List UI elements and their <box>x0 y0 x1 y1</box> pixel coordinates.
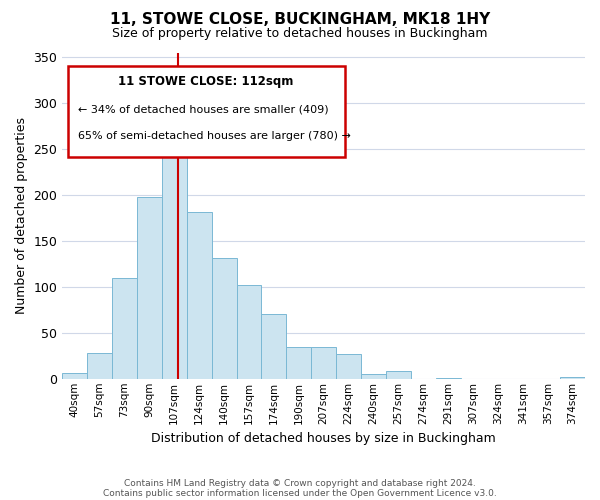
X-axis label: Distribution of detached houses by size in Buckingham: Distribution of detached houses by size … <box>151 432 496 445</box>
Bar <box>236 285 262 379</box>
Text: 11 STOWE CLOSE: 112sqm: 11 STOWE CLOSE: 112sqm <box>118 76 294 88</box>
Bar <box>286 346 311 379</box>
Text: Contains HM Land Registry data © Crown copyright and database right 2024.: Contains HM Land Registry data © Crown c… <box>124 478 476 488</box>
Bar <box>162 110 187 379</box>
Bar <box>386 372 411 379</box>
Bar <box>212 258 236 379</box>
Bar <box>262 314 286 379</box>
Bar <box>560 377 585 379</box>
Text: Contains public sector information licensed under the Open Government Licence v3: Contains public sector information licen… <box>103 488 497 498</box>
Bar <box>187 212 212 379</box>
Text: ← 34% of detached houses are smaller (409): ← 34% of detached houses are smaller (40… <box>78 104 329 115</box>
FancyBboxPatch shape <box>68 66 344 157</box>
Bar <box>137 197 162 379</box>
Y-axis label: Number of detached properties: Number of detached properties <box>15 117 28 314</box>
Text: Size of property relative to detached houses in Buckingham: Size of property relative to detached ho… <box>112 28 488 40</box>
Bar <box>87 353 112 379</box>
Text: 65% of semi-detached houses are larger (780) →: 65% of semi-detached houses are larger (… <box>78 131 351 141</box>
Bar <box>311 346 336 379</box>
Bar <box>112 278 137 379</box>
Bar <box>436 378 461 379</box>
Bar <box>361 374 386 379</box>
Bar <box>62 373 87 379</box>
Bar <box>336 354 361 379</box>
Text: 11, STOWE CLOSE, BUCKINGHAM, MK18 1HY: 11, STOWE CLOSE, BUCKINGHAM, MK18 1HY <box>110 12 490 28</box>
